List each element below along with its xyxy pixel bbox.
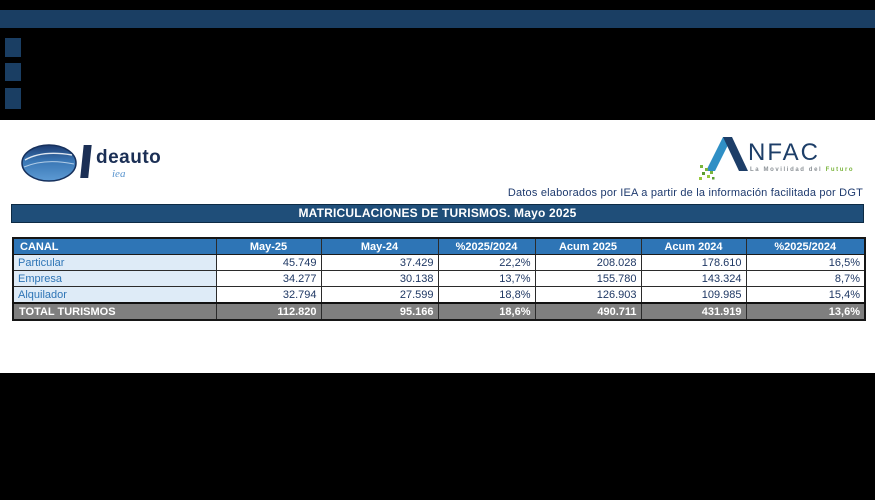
cell-value: 143.324	[640, 270, 747, 287]
row-label: Particular	[12, 254, 217, 271]
table-total-row: TOTAL TURISMOS 112.820 95.166 18,6% 490.…	[12, 302, 866, 321]
cell-value: 34.277	[215, 270, 322, 287]
total-value: 431.919	[640, 302, 747, 321]
anfac-logo: NFAC La Movilidad del Futuro	[698, 133, 853, 183]
cell-value: 37.429	[320, 254, 439, 271]
cell-value: 32.794	[215, 286, 322, 304]
anfac-wordmark: NFAC	[748, 139, 821, 166]
anfac-tagline-left: La Movilidad del	[750, 167, 823, 173]
cell-value: 126.903	[534, 286, 642, 304]
content-sheet: deauto iea NFAC La Movilidad del Futuro …	[0, 120, 875, 373]
total-value: 112.820	[215, 302, 322, 321]
table-row-particular: Particular 45.749 37.429 22,2% 208.028 1…	[12, 254, 866, 271]
total-value: 18,6%	[437, 302, 536, 321]
cell-value: 45.749	[215, 254, 322, 271]
table-row-alquilador: Alquilador 32.794 27.599 18,8% 126.903 1…	[12, 286, 866, 304]
ideauto-wordmark: deauto	[96, 147, 162, 168]
anfac-tagline: La Movilidad del Futuro	[750, 167, 854, 173]
page-title: MATRICULACIONES DE TURISMOS. Mayo 2025	[11, 204, 864, 223]
total-value: 95.166	[320, 302, 439, 321]
column-header-acum2025: Acum 2025	[534, 237, 642, 255]
cell-value: 109.985	[640, 286, 747, 304]
total-value: 490.711	[534, 302, 642, 321]
cell-value: 22,2%	[437, 254, 536, 271]
column-header-may24: May-24	[320, 237, 439, 255]
total-label: TOTAL TURISMOS	[12, 302, 217, 321]
cell-value: 8,7%	[745, 270, 866, 287]
table-header-row: CANAL May-25 May-24 %2025/2024 Acum 2025…	[13, 237, 866, 255]
anfac-tagline-right: Futuro	[825, 167, 855, 173]
top-dark-banner	[0, 10, 875, 28]
row-label: Empresa	[12, 270, 217, 287]
column-header-may25: May-25	[215, 237, 322, 255]
cell-value: 30.138	[320, 270, 439, 287]
left-square-marker-1	[5, 38, 21, 57]
registrations-table: CANAL May-25 May-24 %2025/2024 Acum 2025…	[12, 237, 866, 321]
anfac-mark-icon	[699, 137, 748, 180]
table-row-empresa: Empresa 34.277 30.138 13,7% 155.780 143.…	[12, 270, 866, 287]
cell-value: 155.780	[534, 270, 642, 287]
ideauto-globe-icon	[21, 144, 92, 182]
ideauto-script-text: iea	[112, 168, 126, 180]
cell-value: 16,5%	[745, 254, 866, 271]
column-header-canal: CANAL	[13, 237, 217, 255]
column-header-pct-month: %2025/2024	[437, 237, 536, 255]
ideauto-logo: deauto iea	[20, 142, 161, 186]
cell-value: 18,8%	[437, 286, 536, 304]
left-square-marker-2	[5, 63, 21, 81]
left-square-marker-3	[5, 88, 21, 109]
cell-value: 208.028	[534, 254, 642, 271]
source-note: Datos elaborados por IEA a partir de la …	[507, 187, 863, 199]
row-label: Alquilador	[12, 286, 217, 304]
cell-value: 27.599	[320, 286, 439, 304]
cell-value: 13,7%	[437, 270, 536, 287]
column-header-pct-acum: %2025/2024	[745, 237, 866, 255]
cell-value: 178.610	[640, 254, 747, 271]
column-header-acum2024: Acum 2024	[640, 237, 747, 255]
cell-value: 15,4%	[745, 286, 866, 304]
total-value: 13,6%	[745, 302, 866, 321]
